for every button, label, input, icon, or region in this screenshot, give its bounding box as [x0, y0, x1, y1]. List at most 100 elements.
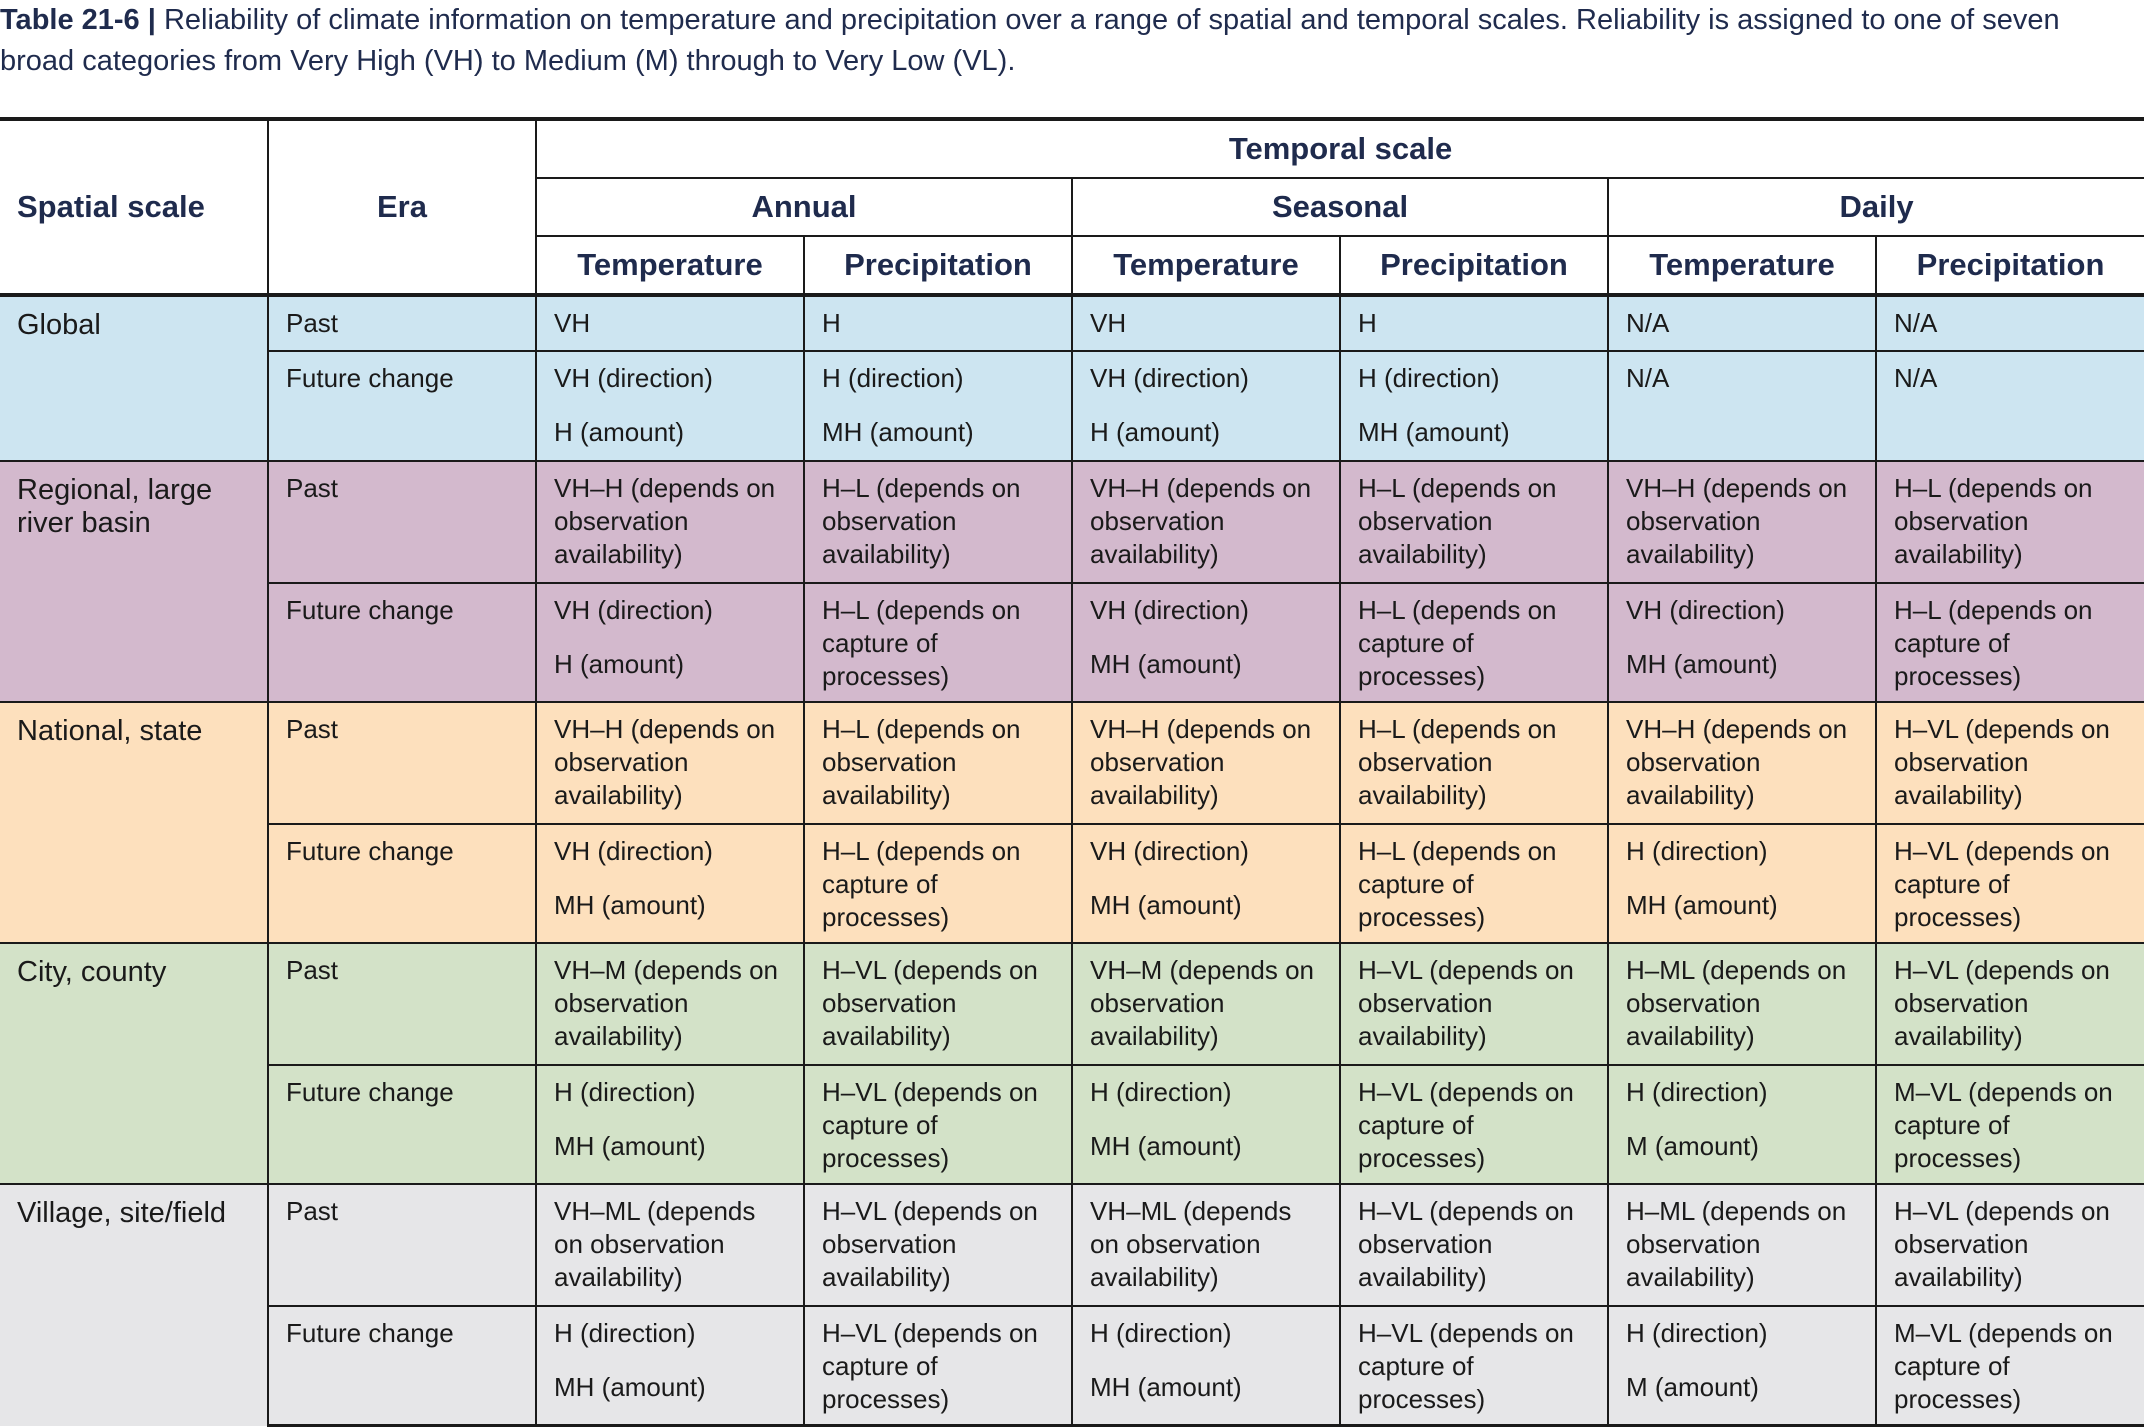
cell-line: H (amount)	[554, 417, 685, 447]
table-cell: H (direction) MH (amount)	[1071, 1305, 1340, 1427]
table-cell: H–VL (depends on capture of processes)	[1874, 823, 2144, 943]
table-row: Village, site/field Past VH–ML (depends …	[0, 1183, 2144, 1426]
cell-line: N/A	[1626, 363, 1670, 393]
cell-line: H–VL (depends on capture of processes)	[1358, 1077, 1574, 1173]
seasonal-precipitation-header: Precipitation	[1339, 236, 1608, 297]
era-cell: Future change	[267, 582, 536, 702]
table-row: Regional, large river basin Past VH–H (d…	[0, 460, 2144, 702]
table-row: Future change H (direction) MH (amount) H…	[0, 1064, 2144, 1184]
table-cell: H–L (depends on observation availability…	[1339, 701, 1608, 824]
table-cell: H	[1339, 295, 1608, 351]
table-cell: H–L (depends on observation availability…	[803, 460, 1072, 583]
table-row: Future change VH (direction) H (amount) H…	[0, 350, 2144, 461]
table-cell: VH–ML (depends on observation availabili…	[1071, 1183, 1340, 1306]
annual-temperature-header: Temperature	[535, 236, 804, 297]
daily-temperature-header: Temperature	[1607, 236, 1876, 297]
era-header: Era	[267, 119, 536, 297]
table-cell: VH (direction) MH (amount)	[535, 823, 804, 943]
cell-line: MH (amount)	[1626, 890, 1778, 920]
table-cell: H–VL (depends on observation availabilit…	[1339, 942, 1608, 1065]
table-row: Future change VH (direction) H (amount) H…	[0, 582, 2144, 702]
era-cell: Future change	[267, 1305, 536, 1427]
cell-line: VH (direction)	[554, 363, 713, 393]
table-cell: H (direction) MH (amount)	[1339, 350, 1608, 461]
table-caption: Table 21-6 | Reliability of climate info…	[0, 0, 2120, 82]
annual-precipitation-header: Precipitation	[803, 236, 1072, 297]
table-row: Future change VH (direction) MH (amount) …	[0, 823, 2144, 943]
table-cell: VH–H (depends on observation availabilit…	[535, 701, 804, 824]
reliability-table: Spatial scale Era Temporal scale Annual …	[0, 117, 2144, 1427]
spatial-scale-cell: National, state	[0, 701, 268, 943]
table-row: City, county Past VH–M (depends on obser…	[0, 942, 2144, 1184]
table-cell: VH–H (depends on observation availabilit…	[1071, 460, 1340, 583]
cell-line: H (amount)	[1090, 417, 1221, 447]
table-cell: M–VL (depends on capture of processes)	[1874, 1305, 2144, 1427]
table-cell: VH	[1071, 295, 1340, 351]
table-cell: H (direction) M (amount)	[1607, 1305, 1876, 1427]
table-cell: H–VL (depends on capture of processes)	[803, 1064, 1072, 1184]
table-header: Spatial scale Era Temporal scale Annual …	[0, 119, 2144, 297]
table-cell: VH–H (depends on observation availabilit…	[1607, 460, 1876, 583]
table-cell: H–ML (depends on observation availabilit…	[1607, 1183, 1876, 1306]
cell-line: MH (amount)	[1090, 1372, 1242, 1402]
cell-line: VH (direction)	[1626, 595, 1785, 625]
table-cell: H (direction) MH (amount)	[535, 1064, 804, 1184]
table-cell: VH (direction) MH (amount)	[1071, 823, 1340, 943]
table-cell: H	[803, 295, 1072, 351]
table-cell: VH (direction) H (amount)	[1071, 350, 1340, 461]
cell-line: N/A	[1894, 363, 1938, 393]
table-number: Table 21-6 |	[0, 4, 156, 36]
cell-line: H (direction)	[1626, 836, 1768, 866]
cell-line: H (direction)	[554, 1077, 696, 1107]
cell-line: H–VL (depends on capture of processes)	[822, 1318, 1038, 1414]
cell-line: MH (amount)	[1358, 417, 1510, 447]
table-cell: VH (direction) MH (amount)	[1071, 582, 1340, 702]
cell-line: VH (direction)	[1090, 363, 1249, 393]
table-cell: N/A	[1607, 350, 1876, 461]
table-cell: VH (direction) H (amount)	[535, 350, 804, 461]
table-cell: H (direction) MH (amount)	[1071, 1064, 1340, 1184]
cell-line: H–L (depends on capture of processes)	[1894, 595, 2093, 691]
cell-line: VH (direction)	[1090, 836, 1249, 866]
table-cell: H–VL (depends on observation availabilit…	[1874, 701, 2144, 824]
era-cell: Future change	[267, 350, 536, 461]
table-cell: H–L (depends on capture of processes)	[1874, 582, 2144, 702]
cell-line: VH (direction)	[1090, 595, 1249, 625]
spatial-scale-cell: Regional, large river basin	[0, 460, 268, 702]
seasonal-temperature-header: Temperature	[1071, 236, 1340, 297]
table-cell: H–VL (depends on observation availabilit…	[803, 942, 1072, 1065]
cell-line: H–VL (depends on capture of processes)	[1358, 1318, 1574, 1414]
table-cell: VH (direction) H (amount)	[535, 582, 804, 702]
era-cell: Past	[267, 701, 536, 824]
cell-line: M (amount)	[1626, 1372, 1759, 1402]
cell-line: H–L (depends on capture of processes)	[1358, 836, 1557, 932]
table-cell: VH	[535, 295, 804, 351]
cell-line: MH (amount)	[1090, 890, 1242, 920]
table-row: National, state Past VH–H (depends on ob…	[0, 701, 2144, 943]
cell-line: H (direction)	[1626, 1077, 1768, 1107]
cell-line: M–VL (depends on capture of processes)	[1894, 1318, 2113, 1414]
table-cell: M–VL (depends on capture of processes)	[1874, 1064, 2144, 1184]
era-cell: Past	[267, 942, 536, 1065]
table-cell: N/A	[1874, 350, 2144, 461]
table-cell: VH–H (depends on observation availabilit…	[535, 460, 804, 583]
table-cell: VH–H (depends on observation availabilit…	[1071, 701, 1340, 824]
cell-line: VH (direction)	[554, 836, 713, 866]
cell-line: H–L (depends on capture of processes)	[822, 836, 1021, 932]
table-cell: H (direction) M (amount)	[1607, 1064, 1876, 1184]
table-cell: H–VL (depends on observation availabilit…	[1874, 942, 2144, 1065]
era-cell: Future change	[267, 823, 536, 943]
cell-line: MH (amount)	[1626, 649, 1778, 679]
table-row: Global Past VH H VH H N/A N/A	[0, 295, 2144, 461]
table-cell: H (direction) MH (amount)	[535, 1305, 804, 1427]
temporal-scale-header: Temporal scale	[534, 119, 2144, 179]
table-cell: H–L (depends on capture of processes)	[1339, 823, 1608, 943]
table-cell: H–VL (depends on capture of processes)	[1339, 1064, 1608, 1184]
cell-line: H (direction)	[822, 363, 964, 393]
cell-line: MH (amount)	[1090, 1131, 1242, 1161]
table-cell: H–L (depends on capture of processes)	[803, 582, 1072, 702]
table-body: Global Past VH H VH H N/A N/A Future cha…	[0, 295, 2144, 1427]
spatial-scale-cell: Global	[0, 295, 268, 461]
table-cell: H–L (depends on observation availability…	[803, 701, 1072, 824]
table-row: Future change H (direction) MH (amount) H…	[0, 1305, 2144, 1427]
